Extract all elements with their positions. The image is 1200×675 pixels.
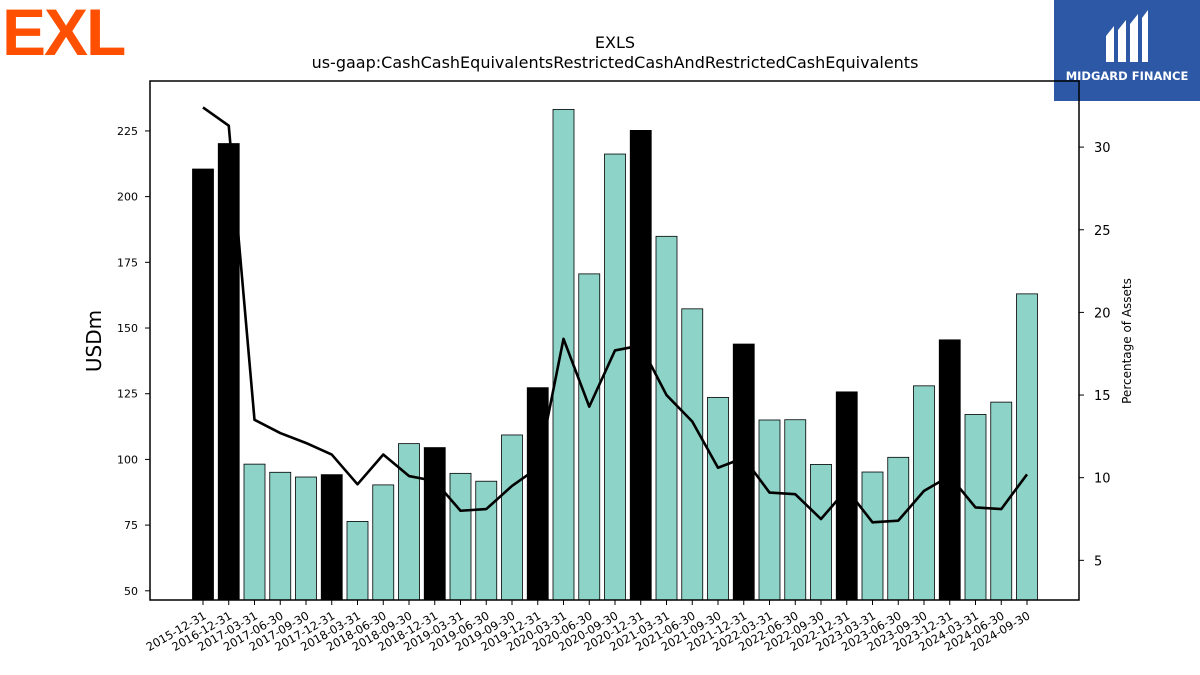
- bar-2019-09-30: [501, 434, 523, 601]
- midgard-finance-logo: MIDGARD FINANCE: [1054, 0, 1200, 101]
- bar-2022-03-31: [758, 419, 781, 601]
- bar-2023-03-31: [861, 471, 884, 601]
- right-axis-ticks: 5 10 15 20 25 30: [1079, 141, 1111, 569]
- x-axis-ticks: 2015-12-312016-12-312017-03-312017-06-30…: [144, 600, 1033, 654]
- left-tick-label: 75: [124, 519, 138, 532]
- chart-title: EXLS: [595, 33, 635, 52]
- bar-2019-03-31: [449, 472, 472, 601]
- bar-2017-09-30: [295, 476, 317, 601]
- bar-2020-06-30: [578, 273, 601, 601]
- left-tick-label: 175: [117, 256, 138, 269]
- bar-2017-03-31: [243, 463, 266, 601]
- right-tick-label: 25: [1094, 224, 1111, 239]
- bar-2015-12-31: [192, 168, 214, 601]
- bar-2018-06-30: [372, 484, 395, 601]
- bar-2017-12-31: [320, 474, 343, 601]
- exl-logo: EXL: [2, 0, 126, 69]
- right-tick-label: 10: [1094, 472, 1111, 487]
- percent-of-assets-line: [202, 106, 1029, 524]
- midgard-finance-wordmark: MIDGARD FINANCE: [1065, 69, 1189, 83]
- left-axis-label: USDm: [82, 310, 106, 372]
- bar-2018-09-30: [398, 443, 420, 601]
- bar-2017-06-30: [269, 471, 292, 601]
- bar-2021-09-30: [707, 396, 729, 601]
- bar-2022-09-30: [810, 463, 832, 601]
- bar-2021-12-31: [732, 343, 755, 601]
- bar-2024-09-30: [1016, 293, 1038, 601]
- right-tick-label: 15: [1094, 389, 1111, 404]
- bar-2023-06-30: [887, 456, 910, 601]
- bar-2021-06-30: [681, 308, 704, 601]
- left-tick-label: 100: [117, 453, 138, 466]
- right-axis-label: Percentage of Assets: [1120, 278, 1134, 404]
- bar-series: [192, 108, 1038, 601]
- bar-2019-12-31: [526, 387, 549, 601]
- percent-line-series: [202, 106, 1029, 524]
- left-tick-label: 125: [117, 388, 138, 401]
- bar-2018-12-31: [423, 447, 446, 601]
- bar-2023-12-31: [938, 339, 961, 601]
- right-tick-label: 20: [1094, 306, 1111, 321]
- bar-2020-09-30: [604, 153, 626, 601]
- left-tick-label: 225: [117, 125, 138, 138]
- chart-subtitle: us-gaap:CashCashEquivalentsRestrictedCas…: [312, 53, 919, 72]
- bar-2023-09-30: [913, 385, 935, 601]
- bar-2020-12-31: [629, 129, 652, 601]
- right-tick-label: 30: [1094, 141, 1111, 156]
- left-tick-label: 50: [124, 585, 138, 598]
- bar-2021-03-31: [655, 235, 678, 601]
- midgard-emblem-icon: [1106, 10, 1148, 62]
- left-axis-ticks: 50 75 100 125 150 175 200 225: [117, 125, 150, 598]
- left-tick-label: 150: [117, 322, 138, 335]
- left-tick-label: 200: [117, 191, 138, 204]
- bar-2022-06-30: [784, 419, 807, 601]
- bar-2018-03-31: [346, 521, 369, 601]
- bar-2019-06-30: [475, 480, 498, 601]
- right-tick-label: 5: [1094, 554, 1102, 569]
